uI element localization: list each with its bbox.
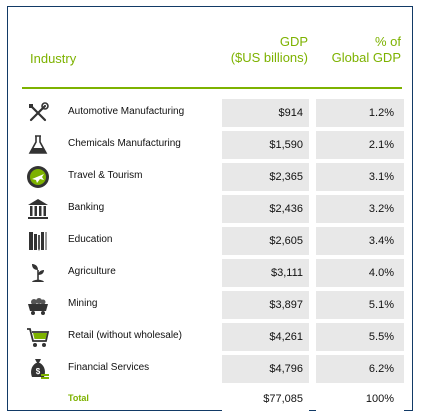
gdp-header-line2: ($US billions): [230, 50, 308, 65]
gdp-column-header: GDP ($US billions): [231, 34, 308, 66]
shopping-cart-icon: [26, 325, 50, 349]
gdp-cell: $3,897: [222, 291, 309, 319]
gdp-cell: $4,261: [222, 323, 309, 351]
mine-cart-icon: [26, 293, 50, 317]
industry-column-header: Industry: [30, 51, 77, 66]
pct-header-line1: % of: [374, 34, 401, 49]
table-row: Education $2,605 3.4%: [8, 227, 412, 255]
table-header: Industry GDP ($US billions) % of Global …: [8, 7, 412, 89]
row-label: Mining: [68, 298, 98, 309]
total-pct-cell: 100%: [316, 385, 404, 413]
svg-text:$: $: [36, 367, 41, 376]
wrench-screwdriver-icon: [26, 101, 50, 125]
pct-header-line2: Global GDP: [331, 50, 401, 65]
table-row: Banking $2,436 3.2%: [8, 195, 412, 223]
total-label: Total: [68, 393, 89, 403]
flask-icon: [26, 133, 50, 157]
pct-cell: 3.4%: [316, 227, 404, 255]
bank-icon: [26, 197, 50, 221]
pct-cell: 6.2%: [316, 355, 404, 383]
pct-cell: 1.2%: [316, 99, 404, 127]
gdp-cell: $2,436: [222, 195, 309, 223]
row-label: Financial Services: [68, 362, 150, 373]
total-row: Total $77,085 100%: [8, 385, 412, 413]
table-row: Retail (without wholesale) $4,261 5.5%: [8, 323, 412, 351]
pct-cell: 5.5%: [316, 323, 404, 351]
gdp-cell: $2,605: [222, 227, 309, 255]
pct-cell: 2.1%: [316, 131, 404, 159]
pct-cell: 5.1%: [316, 291, 404, 319]
row-label: Travel & Tourism: [68, 170, 143, 181]
gdp-table-frame: Industry GDP ($US billions) % of Global …: [7, 6, 413, 413]
gdp-cell: $2,365: [222, 163, 309, 191]
pct-cell: 4.0%: [316, 259, 404, 287]
money-bag-icon: $: [26, 357, 50, 381]
row-label: Chemicals Manufacturing: [68, 138, 181, 149]
row-label: Retail (without wholesale): [68, 330, 182, 341]
gdp-cell: $914: [222, 99, 309, 127]
table-row: Agriculture $3,111 4.0%: [8, 259, 412, 287]
row-label: Banking: [68, 202, 105, 213]
pct-cell: 3.2%: [316, 195, 404, 223]
pct-cell: 3.1%: [316, 163, 404, 191]
table-row: Mining $3,897 5.1%: [8, 291, 412, 319]
total-gdp-cell: $77,085: [222, 385, 309, 413]
table-row: Travel & Tourism $2,365 3.1%: [8, 163, 412, 191]
table-row: Automotive Manufacturing $914 1.2%: [8, 99, 412, 127]
header-divider: [22, 87, 402, 89]
row-label: Automotive Manufacturing: [68, 106, 185, 117]
books-pencil-icon: [26, 229, 50, 253]
gdp-cell: $3,111: [222, 259, 309, 287]
sprout-icon: [26, 261, 50, 285]
gdp-header-line1: GDP: [279, 34, 308, 49]
table-row: $ Financial Services $4,796 6.2%: [8, 355, 412, 383]
gdp-cell: $1,590: [222, 131, 309, 159]
row-label: Agriculture: [68, 266, 116, 277]
pct-column-header: % of Global GDP: [332, 34, 401, 66]
gdp-cell: $4,796: [222, 355, 309, 383]
table-row: Chemicals Manufacturing $1,590 2.1%: [8, 131, 412, 159]
airplane-icon: [26, 165, 50, 189]
row-label: Education: [68, 234, 113, 245]
